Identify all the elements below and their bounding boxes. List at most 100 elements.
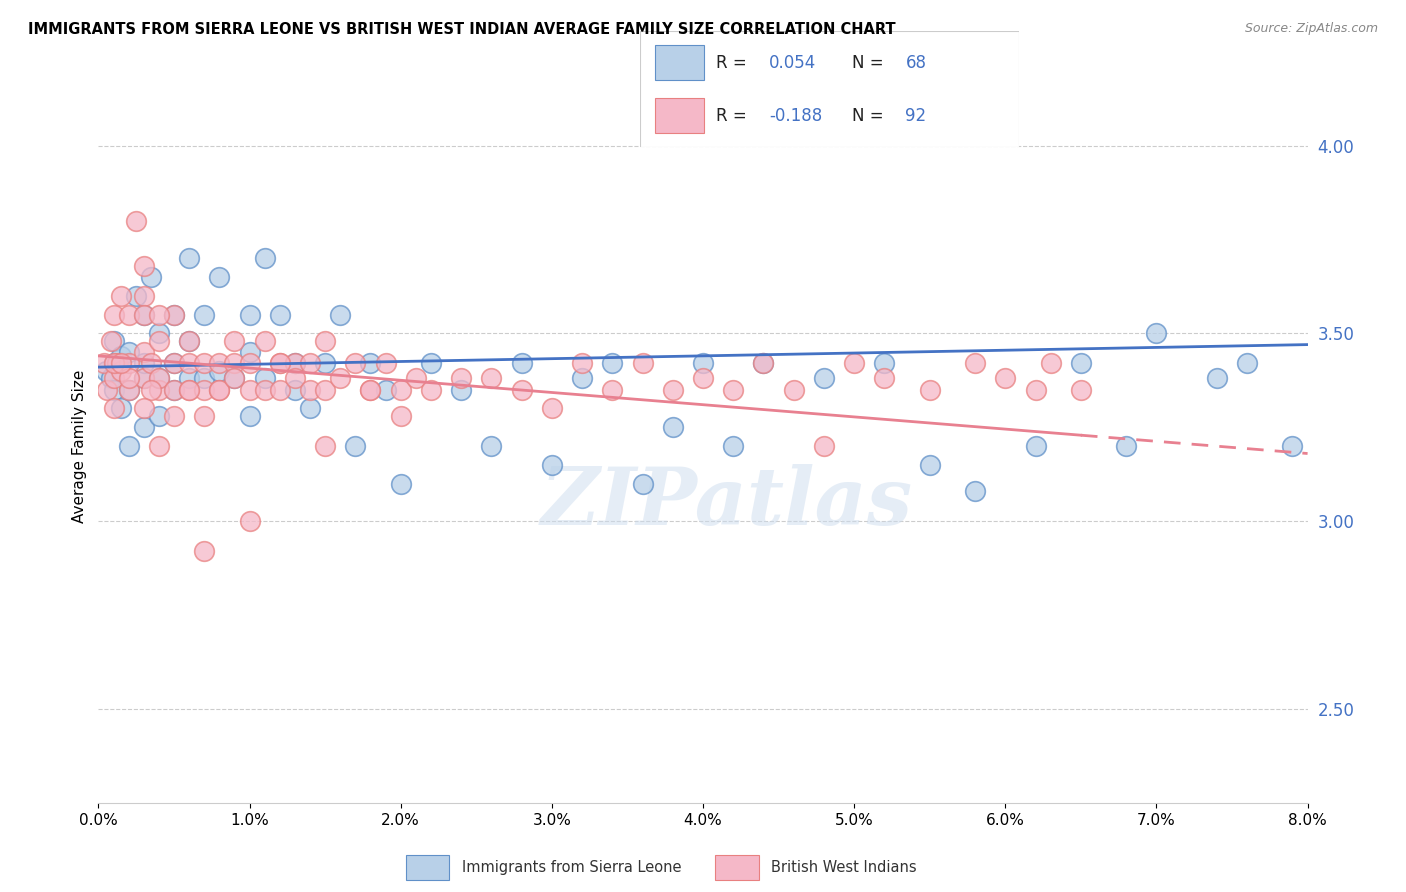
Point [284, 356, 307, 370]
Point [163, 409, 186, 423]
Point [450, 371, 472, 385]
Point [132, 401, 155, 416]
Point [141, 383, 163, 397]
Point [571, 356, 593, 370]
Point [360, 383, 382, 397]
Point [132, 308, 155, 322]
Point [193, 308, 215, 322]
Point [269, 356, 291, 370]
Point [208, 383, 231, 397]
Point [163, 356, 186, 370]
Point [844, 356, 866, 370]
Point [253, 251, 276, 265]
Point [450, 383, 472, 397]
Point [360, 383, 382, 397]
Point [1206, 371, 1229, 385]
Point [110, 289, 132, 303]
Point [284, 356, 307, 370]
Point [118, 308, 141, 322]
Point [103, 401, 125, 416]
Point [1025, 439, 1047, 453]
Point [148, 308, 170, 322]
Point [103, 308, 125, 322]
Point [148, 409, 170, 423]
Point [253, 383, 276, 397]
Point [1115, 439, 1137, 453]
Point [96, 383, 118, 397]
Point [329, 371, 352, 385]
Point [179, 251, 201, 265]
Point [163, 356, 186, 370]
Point [723, 439, 745, 453]
Point [100, 371, 122, 385]
Point [132, 259, 155, 273]
Bar [655, 45, 704, 80]
Point [692, 371, 714, 385]
Text: British West Indians: British West Indians [770, 860, 917, 874]
Point [193, 409, 215, 423]
Point [103, 383, 125, 397]
Point [752, 356, 775, 370]
Point [314, 383, 336, 397]
Point [692, 356, 714, 370]
Point [179, 383, 201, 397]
Point [132, 371, 155, 385]
Point [510, 356, 533, 370]
Point [110, 364, 132, 378]
Point [813, 371, 835, 385]
Point [148, 371, 170, 385]
Point [965, 484, 987, 499]
Point [118, 439, 141, 453]
Point [224, 371, 246, 385]
Point [1146, 326, 1168, 341]
Point [239, 356, 262, 370]
Point [405, 371, 427, 385]
Point [631, 356, 654, 370]
Point [148, 334, 170, 348]
Text: R =: R = [716, 107, 752, 125]
Point [179, 334, 201, 348]
Point [103, 334, 125, 348]
Point [389, 383, 412, 397]
Point [163, 383, 186, 397]
Text: IMMIGRANTS FROM SIERRA LEONE VS BRITISH WEST INDIAN AVERAGE FAMILY SIZE CORRELAT: IMMIGRANTS FROM SIERRA LEONE VS BRITISH … [28, 22, 896, 37]
Point [813, 439, 835, 453]
Point [193, 371, 215, 385]
Text: Immigrants from Sierra Leone: Immigrants from Sierra Leone [461, 860, 682, 874]
Point [141, 356, 163, 370]
Point [148, 383, 170, 397]
Point [873, 371, 896, 385]
Point [284, 383, 307, 397]
Point [93, 356, 115, 370]
Point [118, 371, 141, 385]
Point [374, 383, 396, 397]
Point [163, 308, 186, 322]
Point [1070, 383, 1092, 397]
Text: -0.188: -0.188 [769, 107, 823, 125]
Point [918, 383, 941, 397]
Point [783, 383, 806, 397]
Point [94, 364, 117, 378]
Point [253, 334, 276, 348]
Point [179, 383, 201, 397]
Point [125, 289, 148, 303]
Point [918, 458, 941, 472]
Point [208, 364, 231, 378]
Point [132, 371, 155, 385]
Point [1039, 356, 1062, 370]
Text: R =: R = [716, 54, 752, 71]
Point [1025, 383, 1047, 397]
Point [179, 356, 201, 370]
Point [239, 514, 262, 528]
Point [179, 371, 201, 385]
Point [284, 371, 307, 385]
Point [125, 213, 148, 227]
Point [118, 383, 141, 397]
Point [118, 345, 141, 359]
Point [132, 308, 155, 322]
Point [208, 356, 231, 370]
Point [299, 401, 322, 416]
Point [571, 371, 593, 385]
Point [118, 356, 141, 370]
Point [1236, 356, 1258, 370]
